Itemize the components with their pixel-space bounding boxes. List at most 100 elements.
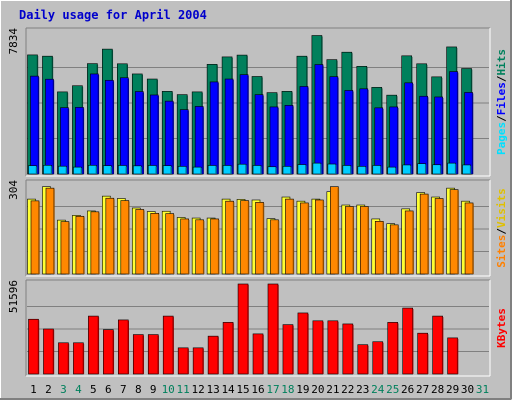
day-29-bars <box>447 337 459 375</box>
x-tick-label-day-17: 17 <box>266 383 279 396</box>
day-13-bars <box>206 217 220 275</box>
bar-pages-day-25 <box>387 166 397 175</box>
bar-pages-day-26 <box>402 164 412 175</box>
bar-files-day-20 <box>314 64 324 175</box>
day-23-bars <box>356 204 369 275</box>
bar-pages-day-27-face <box>417 163 426 175</box>
bar-kbytes-day-15 <box>237 283 249 375</box>
x-tick-label-day-4: 4 <box>75 383 82 396</box>
day-15-bars <box>236 54 249 175</box>
day-17-bars <box>267 283 279 375</box>
bar-pages-day-26-face <box>402 164 411 175</box>
bar-pages-day-10 <box>162 165 172 175</box>
x-tick-label-day-20: 20 <box>311 383 324 396</box>
bar-pages-day-21 <box>327 163 337 175</box>
bar-sites-day-1-face <box>30 200 40 275</box>
bar-pages-day-1 <box>28 165 38 175</box>
bar-sites-day-11 <box>180 218 190 275</box>
day-7-bars <box>117 63 130 175</box>
bar-pages-day-28 <box>432 164 442 175</box>
day-22-bars <box>342 323 354 375</box>
day-11-bars <box>177 347 189 375</box>
bar-sites-day-27-face <box>419 193 429 275</box>
day-6-bars <box>103 329 115 375</box>
bar-files-day-12-face <box>194 106 204 175</box>
bar-sites-day-5 <box>90 211 100 275</box>
bar-kbytes-day-18-face <box>282 324 294 375</box>
bar-pages-day-13-face <box>207 165 217 175</box>
day-3-bars <box>58 342 70 375</box>
day-21-bars <box>326 186 340 275</box>
bar-kbytes-day-1 <box>28 318 40 375</box>
bar-kbytes-day-8-face <box>132 334 144 375</box>
bar-files-day-16-face <box>254 94 264 175</box>
bar-sites-day-9 <box>150 213 160 275</box>
bar-pages-day-14 <box>222 165 232 175</box>
bar-files-day-26-face <box>404 82 413 175</box>
day-15-bars <box>236 199 250 275</box>
day-21-bars <box>327 320 339 375</box>
bar-files-day-11-face <box>179 109 189 175</box>
bar-files-day-2-face <box>45 78 54 175</box>
panels: 7834Pages/Files/Hits304Sites/Visits51596… <box>7 27 508 377</box>
bar-kbytes-day-3-face <box>58 342 69 375</box>
bar-pages-day-8-face <box>132 165 142 175</box>
x-tick-label-day-26: 26 <box>401 383 414 396</box>
bar-kbytes-day-2 <box>43 328 55 375</box>
y-axis-legend: Sites/Visits <box>495 188 508 268</box>
legend-part-sites: Sites <box>495 235 508 268</box>
bar-kbytes-day-10-face <box>162 315 174 375</box>
bar-kbytes-day-13 <box>207 335 219 375</box>
day-19-bars <box>297 312 309 375</box>
bar-files-day-10-face <box>164 100 174 175</box>
bar-kbytes-day-1-face <box>28 318 39 375</box>
legend-part-: / <box>495 228 508 235</box>
bar-sites-day-12 <box>195 219 205 275</box>
day-25-bars <box>386 223 399 275</box>
x-tick-label-day-5: 5 <box>90 383 97 396</box>
x-tick-label-day-3: 3 <box>60 383 67 396</box>
bar-sites-day-27 <box>419 193 429 275</box>
bar-pages-day-9-face <box>147 165 157 175</box>
bar-sites-day-5-face <box>90 211 100 275</box>
bar-files-day-3-face <box>60 107 69 175</box>
bar-kbytes-day-7-face <box>118 319 129 375</box>
bar-files-day-29-face <box>449 71 458 175</box>
bar-sites-day-13-face <box>210 218 219 275</box>
bar-pages-day-20 <box>312 162 322 175</box>
bar-files-day-26 <box>404 82 414 175</box>
day-24-bars <box>372 341 384 375</box>
bar-kbytes-day-29-face <box>447 337 458 375</box>
bar-sites-day-18 <box>285 198 295 275</box>
day-12-bars <box>192 347 204 375</box>
bar-sites-day-20 <box>315 199 325 275</box>
day-11-bars <box>176 94 189 175</box>
bar-pages-day-6-face <box>103 165 112 175</box>
bar-kbytes-day-13-face <box>207 335 219 375</box>
bar-files-day-1 <box>30 75 40 175</box>
bar-kbytes-day-3 <box>58 342 70 375</box>
x-tick-label-day-27: 27 <box>416 383 429 396</box>
bar-pages-day-27 <box>417 163 427 175</box>
panel-visits-sites: 304 Sites/Visits <box>7 179 508 277</box>
bar-sites-day-24-face <box>374 221 384 275</box>
day-18-bars <box>281 196 295 275</box>
bar-kbytes-day-24 <box>372 341 384 375</box>
day-25-bars <box>387 322 399 375</box>
bar-kbytes-day-7 <box>118 319 130 375</box>
bar-pages-day-11-face <box>177 166 187 175</box>
bar-files-day-15 <box>239 74 249 175</box>
bar-pages-day-13 <box>207 165 217 175</box>
bar-files-day-4 <box>75 106 85 175</box>
bar-pages-day-7-face <box>118 165 127 175</box>
bar-kbytes-day-26 <box>402 307 414 375</box>
day-20-bars <box>311 198 325 275</box>
bar-kbytes-day-20 <box>312 320 324 375</box>
day-7-bars <box>118 319 130 375</box>
bar-kbytes-day-28 <box>432 315 444 375</box>
bar-files-day-24 <box>374 107 384 175</box>
bar-sites-day-12-face <box>195 219 204 275</box>
x-tick-label-day-14: 14 <box>221 383 235 396</box>
bar-sites-day-25-face <box>389 224 399 275</box>
bar-kbytes-day-20-face <box>312 320 324 375</box>
